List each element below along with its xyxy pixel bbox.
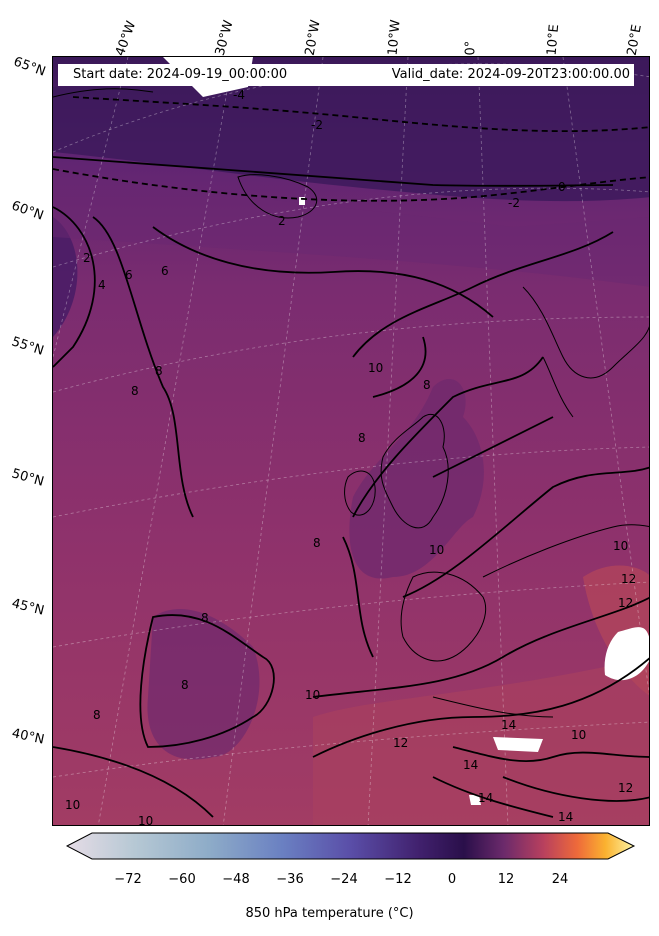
lon-label: 40°W bbox=[112, 19, 140, 59]
lon-label: 20°E bbox=[624, 23, 645, 57]
contour-label: 0 bbox=[558, 180, 566, 194]
colorbar bbox=[66, 832, 636, 860]
contour-label: 8 bbox=[423, 378, 431, 392]
contour-label: 8 bbox=[313, 536, 321, 550]
land-mass-atlantic bbox=[147, 608, 260, 760]
contour-label: 8 bbox=[93, 708, 101, 722]
contour-label-group: -4 -2 0 -2 2 2 4 6 6 8 8 8 8 8 8 8 8 10 … bbox=[65, 88, 636, 826]
contour-label: 12 bbox=[618, 781, 633, 795]
graticule-lines bbox=[53, 57, 649, 825]
colorbar-tick: −24 bbox=[330, 872, 358, 887]
contour-label: 8 bbox=[201, 611, 209, 625]
contour-label: 10 bbox=[65, 798, 80, 812]
contour-label: 6 bbox=[125, 268, 133, 282]
contour-label: 10 bbox=[138, 814, 153, 826]
contour-label: 10 bbox=[571, 728, 586, 742]
contour-label: 14 bbox=[463, 758, 478, 772]
contour-label: 10 bbox=[305, 688, 320, 702]
colorbar-tick: −60 bbox=[168, 872, 196, 887]
contour-label: 12 bbox=[621, 572, 636, 586]
masked-small bbox=[469, 795, 481, 805]
lat-label: 60°N bbox=[9, 198, 46, 224]
lat-label: 55°N bbox=[9, 334, 46, 359]
lat-label: 50°N bbox=[9, 466, 46, 490]
colorbar-tick: −72 bbox=[114, 872, 142, 887]
contour-label: 14 bbox=[501, 718, 516, 732]
colorbar-gradient bbox=[66, 832, 636, 860]
colorbar-tick: −12 bbox=[384, 872, 412, 887]
contour-label: -4 bbox=[233, 88, 245, 102]
contour-label: 14 bbox=[478, 791, 493, 805]
contour-label: -2 bbox=[508, 196, 520, 210]
contour-label: 12 bbox=[393, 736, 408, 750]
land-mass-uk bbox=[349, 378, 484, 579]
contour-label: 6 bbox=[161, 264, 169, 278]
contour-label: 10 bbox=[368, 361, 383, 375]
lon-label: 10°E bbox=[544, 23, 563, 57]
lon-label: 0° bbox=[463, 40, 479, 56]
contour-lines bbox=[53, 96, 649, 818]
lon-label: 10°W bbox=[385, 19, 404, 57]
cold-west-pocket bbox=[53, 217, 78, 337]
contour-label: 12 bbox=[618, 596, 633, 610]
lat-label: 65°N bbox=[11, 54, 48, 80]
lat-label: 40°N bbox=[10, 726, 46, 748]
colorbar-label: 850 hPa temperature (°C) bbox=[245, 906, 414, 921]
colorbar-tick: 0 bbox=[447, 872, 457, 887]
contour-label: -2 bbox=[311, 118, 323, 132]
contour-label: 8 bbox=[358, 431, 366, 445]
temperature-field-map: -4 -2 0 -2 2 2 4 6 6 8 8 8 8 8 8 8 8 10 … bbox=[53, 57, 649, 826]
coastlines bbox=[53, 88, 649, 718]
lat-label: 45°N bbox=[10, 596, 46, 619]
contour-label: 8 bbox=[131, 384, 139, 398]
lon-label: 20°W bbox=[302, 18, 324, 57]
colorbar-tick: 24 bbox=[551, 872, 569, 887]
cool-region bbox=[53, 167, 649, 287]
map-panel[interactable]: -4 -2 0 -2 2 2 4 6 6 8 8 8 8 8 8 8 8 10 … bbox=[52, 56, 650, 826]
warm-south bbox=[313, 657, 649, 825]
contour-label: 2 bbox=[83, 251, 91, 265]
colorbar-tick: −48 bbox=[222, 872, 250, 887]
masked-turkey bbox=[493, 737, 543, 752]
colorbar-tick: 12 bbox=[497, 872, 515, 887]
contour-label: 4 bbox=[98, 278, 106, 292]
start-date-label: Start date: 2024-09-19_00:00:00 bbox=[73, 67, 288, 82]
colorbar-tick: −36 bbox=[276, 872, 304, 887]
contour-label: 10 bbox=[429, 543, 444, 557]
contour-label: 14 bbox=[558, 810, 573, 824]
valid-date-label: Valid_date: 2024-09-20T23:00:00.00 bbox=[391, 67, 630, 82]
contour-label: 8 bbox=[155, 364, 163, 378]
date-info-box: Start date: 2024-09-19_00:00:00 Valid_da… bbox=[58, 64, 634, 86]
contour-label: 8 bbox=[181, 678, 189, 692]
lon-label: 30°W bbox=[212, 18, 237, 58]
contour-label: 2 bbox=[278, 214, 286, 228]
contour-label: 10 bbox=[613, 539, 628, 553]
